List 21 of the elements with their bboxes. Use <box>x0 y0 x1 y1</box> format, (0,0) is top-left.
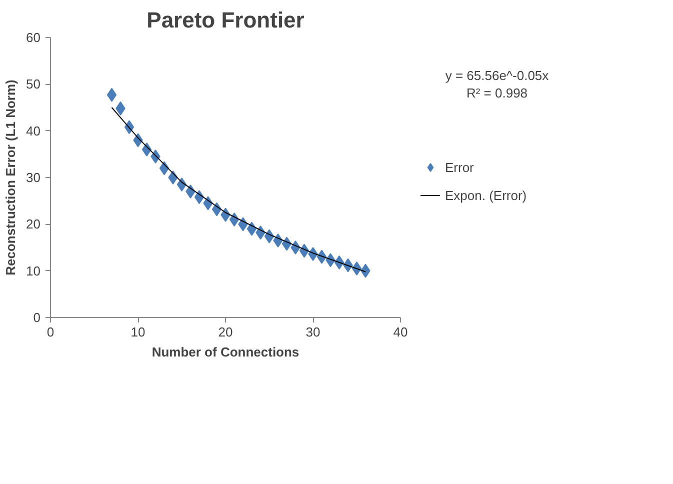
text: y = 65.56e^-0.05x <box>445 68 550 84</box>
legend-label: Error <box>445 160 474 174</box>
x-axis-title: Number of Connections <box>152 344 300 360</box>
x-tick-label: 10 <box>130 324 146 340</box>
y-tick-label: 0 <box>33 310 41 325</box>
legend-label: Expon. (Error) <box>445 188 527 202</box>
x-tick-label: 40 <box>393 324 408 340</box>
y-tick-label: 30 <box>26 170 41 185</box>
x-tick-label: 20 <box>218 324 233 340</box>
y-tick-label: 60 <box>26 30 41 45</box>
y-tick-label: 10 <box>26 263 41 278</box>
y-axis-title: Reconstruction Error (L1 Norm) <box>3 80 18 276</box>
point <box>246 222 257 236</box>
y-tick-label: 20 <box>26 216 41 232</box>
x-tick-label: 30 <box>306 324 320 340</box>
y-tick-label: 40 <box>26 123 41 138</box>
y-tick-label: 50 <box>26 76 41 92</box>
text: R² = 0.998 <box>466 86 528 101</box>
point <box>106 88 117 102</box>
x-tick-label: 0 <box>46 324 54 340</box>
chart-title: Pareto Frontier <box>146 8 305 32</box>
